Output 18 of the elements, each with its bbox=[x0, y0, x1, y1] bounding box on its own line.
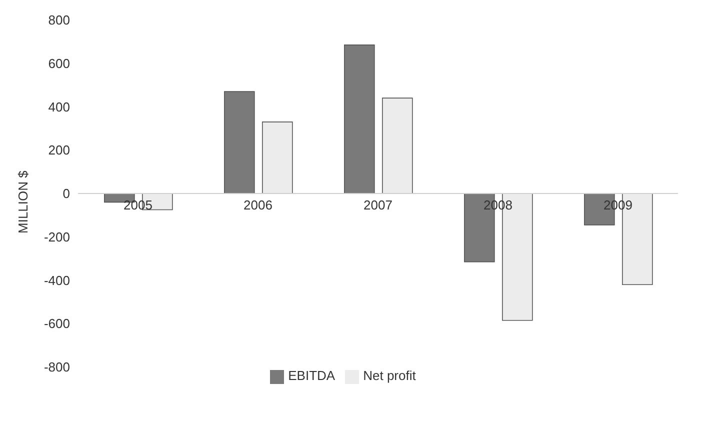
legend-label: Net profit bbox=[363, 368, 416, 383]
y-tick-label: -400 bbox=[44, 272, 70, 288]
y-tick-label: -200 bbox=[44, 229, 70, 244]
legend-label: EBITDA bbox=[288, 368, 336, 383]
bar bbox=[382, 98, 413, 194]
x-tick-label: 2007 bbox=[364, 198, 392, 212]
y-tick-label: -600 bbox=[44, 316, 70, 332]
y-tick-label: 400 bbox=[48, 99, 70, 114]
y-tick-label: 0 bbox=[62, 186, 70, 202]
y-tick-label: 600 bbox=[48, 56, 70, 71]
x-tick-label: 2006 bbox=[244, 198, 272, 212]
y-tick-label: -800 bbox=[44, 360, 70, 375]
y-tick-label: 200 bbox=[48, 142, 70, 158]
bar bbox=[224, 91, 255, 194]
bar bbox=[262, 122, 293, 194]
bar bbox=[344, 44, 375, 194]
y-axis-title: MILLION $ bbox=[16, 170, 31, 234]
y-tick-label: 800 bbox=[48, 12, 70, 28]
